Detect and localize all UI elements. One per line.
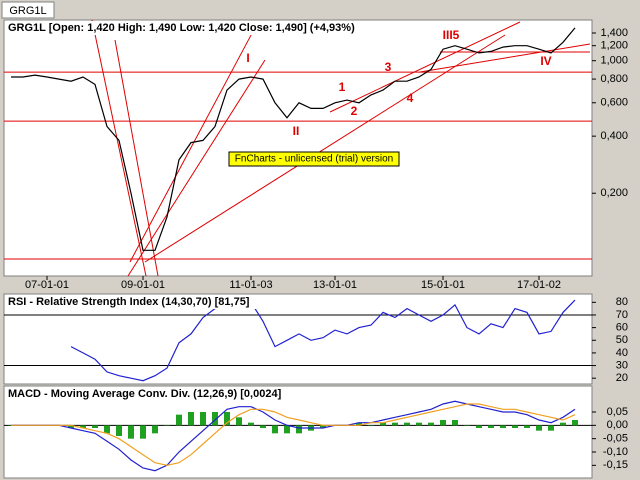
series-line	[11, 27, 576, 251]
y-tick-label: 60	[616, 322, 628, 334]
histogram-bar	[464, 425, 470, 426]
histogram-bar	[188, 412, 194, 426]
y-tick-label: -0,05	[603, 433, 628, 445]
histogram-bar	[548, 425, 554, 431]
y-tick-label: 0,600	[600, 97, 628, 109]
histogram-bar	[404, 422, 410, 426]
trend-line	[419, 43, 591, 73]
histogram-bar	[224, 412, 230, 426]
histogram-bar	[416, 422, 422, 426]
histogram-bar	[176, 414, 182, 426]
series-line	[11, 403, 576, 466]
histogram-bar	[428, 422, 434, 426]
y-tick-label: 1,400	[600, 27, 628, 39]
y-tick-label: 40	[616, 347, 628, 359]
histogram-bar	[572, 420, 578, 426]
wave-label: II	[293, 124, 300, 138]
price-panel	[3, 19, 593, 277]
y-tick-label: 80	[616, 296, 628, 308]
series-line	[11, 400, 576, 472]
histogram-bar	[128, 425, 134, 439]
trend-line	[114, 39, 159, 277]
histogram-bar	[296, 425, 302, 434]
wave-label: III5	[443, 28, 460, 42]
y-tick-label: 0,00	[607, 419, 628, 431]
x-tick-label: 09-01-01	[121, 279, 165, 291]
x-tick-label: 15-01-01	[421, 279, 465, 291]
y-tick-label: 50	[616, 334, 628, 346]
histogram-bar	[248, 422, 254, 426]
trend-line	[144, 34, 506, 263]
histogram-bar	[500, 425, 506, 428]
trend-line	[127, 59, 266, 277]
y-tick-label: -0,10	[603, 446, 628, 458]
wave-label: 4	[407, 91, 414, 105]
tab-label[interactable]: GRG1L	[9, 5, 46, 17]
histogram-bar	[368, 425, 374, 426]
histogram-bar	[524, 425, 530, 428]
title-bg	[6, 21, 421, 35]
histogram-bar	[272, 425, 278, 434]
wave-label: 3	[385, 60, 392, 74]
y-tick-label: 30	[616, 359, 628, 371]
histogram-bar	[536, 425, 542, 431]
y-tick-label: 1,200	[600, 40, 628, 52]
histogram-bar	[356, 422, 362, 426]
watermark-bg	[228, 151, 400, 167]
histogram-bar	[104, 425, 110, 434]
histogram-bar	[512, 425, 518, 428]
y-tick-label: 0,05	[607, 406, 628, 418]
histogram-bar	[164, 425, 170, 426]
histogram-bar	[200, 412, 206, 426]
histogram-bar	[560, 422, 566, 426]
wave-label: 1	[339, 80, 346, 94]
chart-title: GRG1L [Open: 1,420 High: 1,490 Low: 1,42…	[8, 22, 355, 34]
x-tick-label: 17-01-02	[517, 279, 561, 291]
histogram-bar	[488, 425, 494, 428]
tab[interactable]	[1, 1, 55, 19]
trend-lines	[91, 19, 591, 277]
histogram-bar	[80, 425, 86, 428]
histogram-bar	[452, 420, 458, 426]
y-tick-label: 1,000	[600, 55, 628, 67]
histogram-bar	[380, 422, 386, 426]
histogram-bar	[116, 425, 122, 436]
wave-label: IV	[540, 54, 551, 68]
histogram-bar	[68, 425, 74, 428]
y-tick-label: 20	[616, 372, 628, 384]
chart-title: MACD - Moving Average Conv. Div. (12,26,…	[8, 388, 282, 400]
trend-line	[329, 21, 521, 113]
y-tick-label: 70	[616, 309, 628, 321]
watermark: FnCharts - unlicensed (trial) version	[235, 154, 393, 165]
histogram-bar	[212, 412, 218, 426]
chart-title: RSI - Relative Strength Index (14,30,70)…	[8, 296, 250, 308]
histogram-bar	[152, 425, 158, 434]
x-tick-label: 13-01-01	[313, 279, 357, 291]
histogram-bar	[236, 417, 242, 426]
histogram-bar	[92, 425, 98, 428]
title-bg	[6, 295, 305, 309]
y-tick-label: 0,200	[600, 187, 628, 199]
histogram-bar	[284, 425, 290, 434]
x-tick-label: 07-01-01	[25, 279, 69, 291]
y-tick-label: 0,800	[600, 73, 628, 85]
y-tick-label: 0,400	[600, 130, 628, 142]
title-bg	[6, 387, 324, 401]
wave-label: 2	[351, 104, 358, 118]
histogram-bar	[476, 425, 482, 428]
histogram-bar	[320, 425, 326, 428]
histogram-bar	[140, 425, 146, 439]
histogram-bar	[260, 425, 266, 428]
x-tick-label: 11-01-03	[229, 279, 272, 291]
trend-line	[91, 19, 147, 277]
y-tick-label: -0,15	[603, 459, 628, 471]
histogram-bar	[392, 422, 398, 426]
series-line	[70, 299, 576, 382]
histogram-bar	[440, 420, 446, 426]
wave-label: I	[246, 51, 249, 65]
